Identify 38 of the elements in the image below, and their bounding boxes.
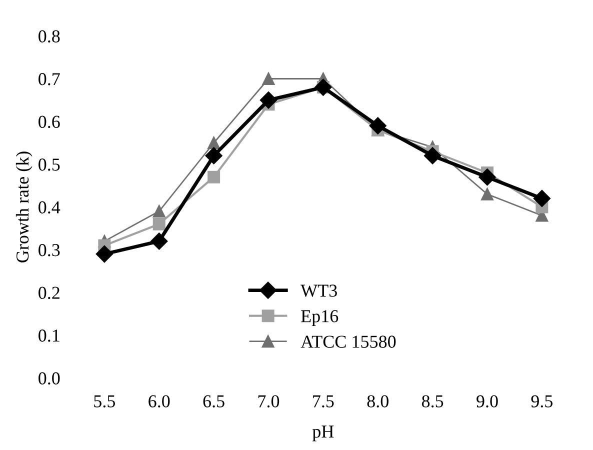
y-tick-label: 0.6 xyxy=(38,116,60,128)
point xyxy=(314,78,332,96)
point xyxy=(533,190,550,207)
x-tick-label: 9.5 xyxy=(531,395,553,408)
point xyxy=(205,147,222,164)
legend-label: ATCC 15580 xyxy=(300,336,396,348)
point xyxy=(260,92,278,109)
x-tick-label: 7.5 xyxy=(313,395,334,408)
x-tick-label: 8.5 xyxy=(422,395,444,408)
point xyxy=(208,136,220,150)
x-tick-label: 6.0 xyxy=(148,395,170,408)
point xyxy=(262,72,275,85)
x-axis-title: pH xyxy=(312,426,334,442)
y-tick-label: 0.7 xyxy=(38,73,60,86)
point xyxy=(150,232,168,250)
y-tick-label: 0.4 xyxy=(38,201,60,214)
legend-label: Ep16 xyxy=(301,310,338,326)
point xyxy=(152,218,166,230)
point xyxy=(96,245,113,263)
point xyxy=(152,205,166,218)
point xyxy=(424,147,442,164)
y-tick-label: 0.3 xyxy=(38,244,60,256)
y-tick-label: 0.5 xyxy=(38,158,60,171)
y-tick-label: 0.0 xyxy=(38,372,60,385)
x-tick-label: 9.0 xyxy=(476,395,498,408)
legend-label: WT3 xyxy=(300,284,337,297)
point xyxy=(208,170,220,184)
y-tick-label: 0.2 xyxy=(38,286,60,300)
point xyxy=(478,168,496,186)
x-tick-label: 5.5 xyxy=(94,395,116,408)
x-tick-label: 6.5 xyxy=(203,395,224,408)
y-tick-label: 0.8 xyxy=(38,30,60,43)
point xyxy=(481,188,494,200)
point xyxy=(369,117,386,134)
x-tick-label: 8.0 xyxy=(367,395,388,408)
y-tick-label: 0.1 xyxy=(38,330,60,342)
x-tick-label: 7.0 xyxy=(258,395,280,408)
y-axis-title: Growth rate (k) xyxy=(16,152,32,262)
